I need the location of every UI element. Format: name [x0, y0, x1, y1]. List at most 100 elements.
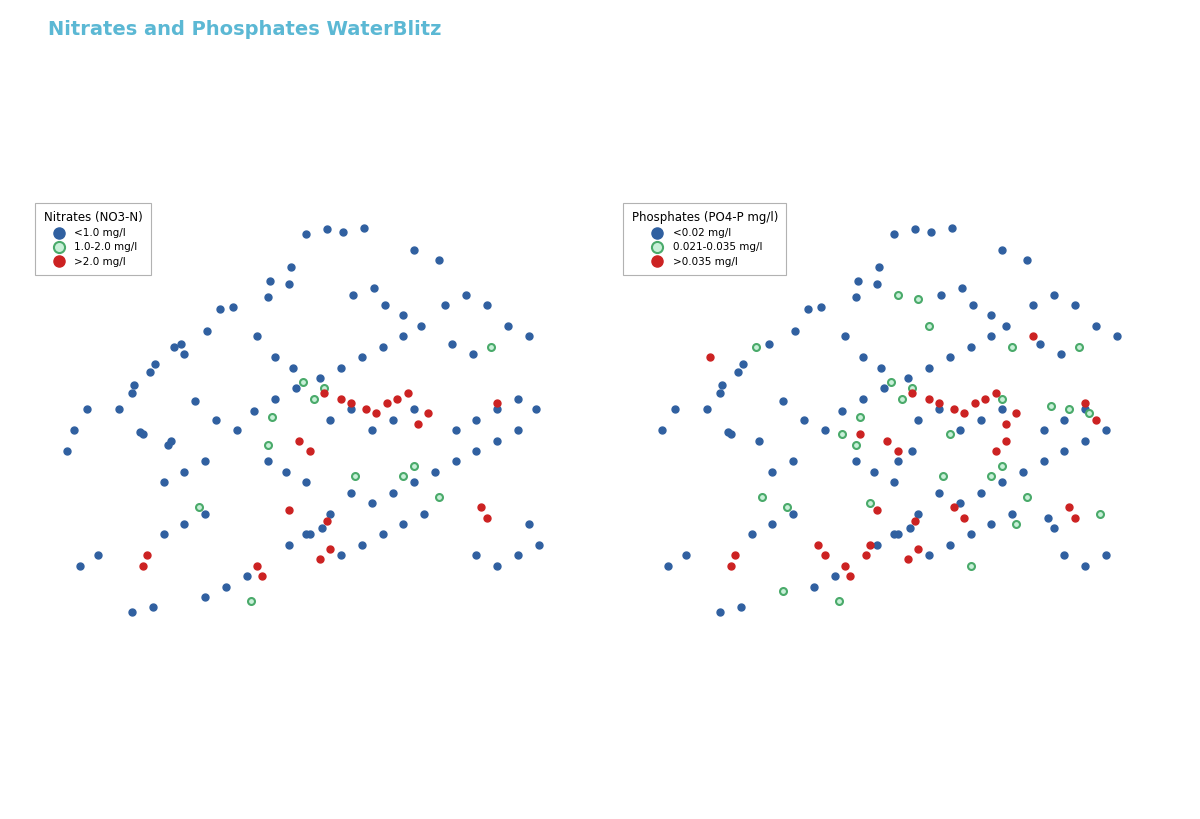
Point: [463, 347, 482, 360]
Point: [331, 361, 350, 374]
Point: [404, 476, 424, 489]
Point: [864, 465, 883, 478]
Point: [238, 569, 257, 582]
Point: [697, 403, 716, 416]
Point: [175, 518, 194, 531]
Point: [394, 309, 413, 322]
Point: [346, 469, 365, 482]
Point: [404, 459, 424, 472]
Point: [940, 351, 959, 364]
Point: [888, 528, 907, 541]
Point: [318, 514, 337, 527]
Point: [713, 378, 732, 391]
Point: [185, 395, 204, 408]
Point: [227, 423, 246, 437]
Point: [1042, 400, 1061, 413]
Point: [487, 403, 506, 416]
Point: [245, 405, 264, 418]
Point: [992, 403, 1012, 416]
Point: [961, 559, 980, 572]
Point: [899, 553, 918, 566]
Point: [304, 392, 323, 405]
Point: [314, 382, 334, 395]
Point: [443, 337, 462, 350]
Legend: <0.02 mg/l, 0.021-0.035 mg/l, >0.035 mg/l: <0.02 mg/l, 0.021-0.035 mg/l, >0.035 mg/…: [623, 203, 786, 275]
Point: [1097, 549, 1116, 562]
Point: [404, 243, 424, 256]
Point: [773, 584, 792, 597]
Point: [467, 413, 486, 426]
Point: [815, 549, 834, 562]
Point: [376, 298, 395, 311]
Point: [1024, 330, 1043, 343]
Point: [846, 290, 865, 303]
Point: [851, 410, 870, 423]
Point: [356, 403, 376, 416]
Point: [1007, 407, 1026, 420]
Point: [996, 418, 1015, 431]
Point: [846, 438, 865, 451]
Point: [265, 351, 284, 364]
Point: [509, 392, 528, 405]
Point: [518, 330, 538, 343]
Point: [1075, 434, 1094, 447]
Point: [331, 549, 350, 562]
Point: [971, 486, 990, 500]
Point: [1058, 500, 1078, 514]
Point: [133, 559, 152, 572]
Point: [78, 403, 97, 416]
Point: [902, 382, 922, 395]
Point: [752, 491, 772, 504]
Point: [289, 434, 308, 447]
Point: [908, 507, 928, 520]
Point: [950, 423, 970, 437]
Point: [478, 298, 497, 311]
Point: [198, 324, 217, 337]
Point: [931, 288, 950, 301]
Point: [109, 403, 128, 416]
Point: [300, 528, 319, 541]
Point: [71, 559, 90, 572]
Point: [172, 337, 191, 350]
Point: [210, 302, 229, 315]
Point: [487, 396, 506, 410]
Point: [311, 553, 330, 566]
Point: [383, 413, 402, 426]
Point: [1091, 507, 1110, 520]
Point: [258, 438, 277, 451]
Point: [430, 254, 449, 267]
Point: [446, 423, 466, 437]
Point: [760, 337, 779, 350]
Point: [848, 274, 868, 287]
Point: [1031, 337, 1050, 350]
Point: [868, 278, 887, 291]
Point: [314, 386, 334, 399]
Point: [260, 274, 280, 287]
Point: [373, 528, 392, 541]
Point: [56, 445, 76, 458]
Point: [190, 500, 209, 514]
Point: [527, 403, 546, 416]
Point: [908, 292, 928, 305]
Point: [868, 538, 887, 551]
Point: [280, 538, 299, 551]
Point: [140, 365, 160, 378]
Point: [408, 418, 427, 431]
Point: [383, 486, 402, 500]
Point: [320, 542, 340, 555]
Point: [884, 228, 904, 241]
Point: [1003, 507, 1022, 520]
Point: [1051, 347, 1070, 360]
Point: [815, 423, 834, 437]
Point: [145, 358, 164, 371]
Point: [1075, 403, 1094, 416]
Point: [258, 290, 277, 303]
Point: [446, 455, 466, 468]
Point: [122, 605, 142, 618]
Point: [857, 549, 876, 562]
Point: [223, 301, 242, 314]
Point: [265, 392, 284, 405]
Point: [296, 528, 316, 541]
Point: [1034, 423, 1054, 437]
Point: [296, 476, 316, 489]
